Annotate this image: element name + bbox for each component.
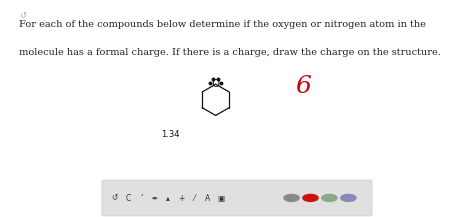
Text: O: O <box>211 79 220 89</box>
Text: +: + <box>178 194 184 202</box>
Circle shape <box>303 194 318 201</box>
Text: For each of the compounds below determine if the oxygen or nitrogen atom in the: For each of the compounds below determin… <box>19 20 426 28</box>
Circle shape <box>322 194 337 201</box>
Circle shape <box>341 194 356 201</box>
Text: ✒: ✒ <box>151 194 158 202</box>
Text: ⁄: ⁄ <box>194 194 195 202</box>
Text: ↺: ↺ <box>111 194 118 202</box>
Text: 6: 6 <box>295 75 311 98</box>
Text: molecule has a formal charge. If there is a charge, draw the charge on the struc: molecule has a formal charge. If there i… <box>19 48 441 57</box>
FancyBboxPatch shape <box>102 180 372 216</box>
Text: A: A <box>205 194 210 202</box>
Text: C: C <box>125 194 131 202</box>
Circle shape <box>284 194 299 201</box>
Text: ’: ’ <box>140 194 143 202</box>
Text: 1.34: 1.34 <box>161 130 180 139</box>
Text: ▴: ▴ <box>166 194 170 202</box>
Text: ▣: ▣ <box>217 194 225 202</box>
Text: ↺: ↺ <box>19 11 26 20</box>
